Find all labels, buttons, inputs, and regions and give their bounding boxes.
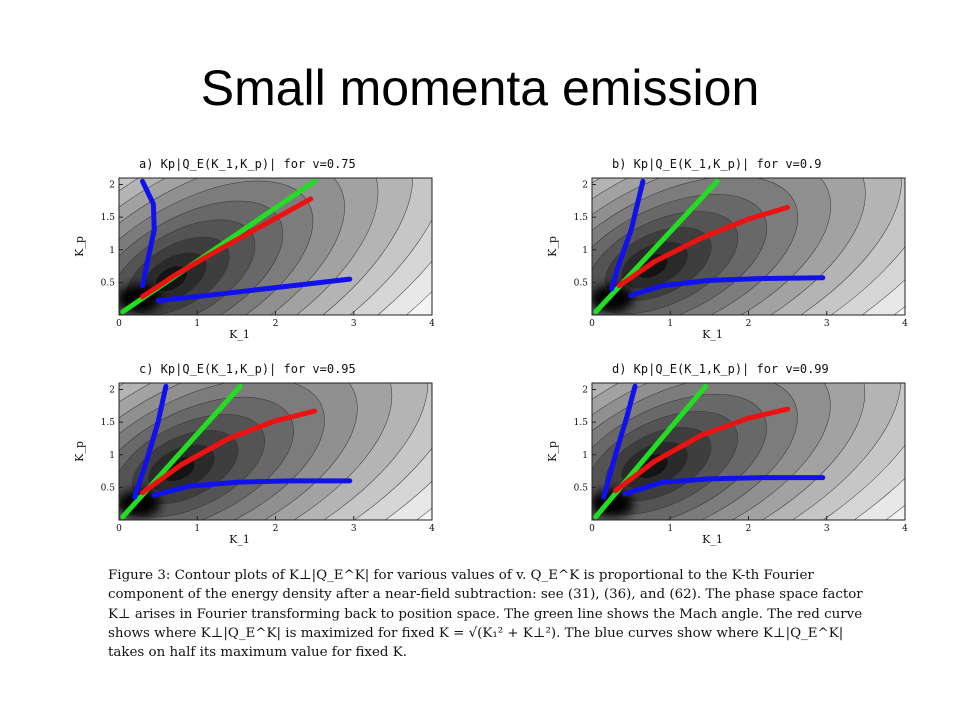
half-maximum-curve xyxy=(151,478,353,498)
x-tick-label: 0 xyxy=(589,524,595,534)
y-tick-label: 0.5 xyxy=(101,278,116,288)
y-tick-label: 1.5 xyxy=(101,213,116,223)
mach-angle-line xyxy=(593,178,720,315)
x-tick-label: 1 xyxy=(194,524,200,534)
y-tick-label: 2 xyxy=(109,181,115,191)
x-tick-label: 2 xyxy=(746,524,752,534)
figure-caption: Figure 3: Contour plots of K⊥|Q_E^K| for… xyxy=(108,566,878,662)
x-tick-label: 1 xyxy=(194,319,200,329)
x-tick-label: 0 xyxy=(116,524,122,534)
caption-text: Contour plots of K⊥|Q_E^K| for various v… xyxy=(108,568,863,661)
y-tick-label: 2 xyxy=(582,181,588,191)
panel-title: d) Kp|Q_E(K_1,K_p)| for v=0.99 xyxy=(612,362,829,376)
y-tick-label: 1.5 xyxy=(574,213,589,223)
y-tick-label: 2 xyxy=(582,386,588,396)
maximum-curve xyxy=(616,204,791,289)
x-tick-label: 0 xyxy=(589,319,595,329)
y-axis-label: K_p xyxy=(546,441,559,462)
x-tick-label: 4 xyxy=(902,319,908,329)
x-tick-label: 2 xyxy=(273,319,279,329)
y-tick-label: 1.5 xyxy=(574,418,589,428)
maximum-curve xyxy=(140,408,318,496)
contour-figure: 0 1 2 3 4 0.5 1 1.5 2 K_1 K_p a) Kp|Q_E(K_1,K_p)| f… xyxy=(73,157,908,546)
y-tick-label: 1 xyxy=(582,246,588,256)
y-tick-label: 0.5 xyxy=(574,278,589,288)
mach-angle-line xyxy=(593,383,708,520)
y-axis-label: K_p xyxy=(546,236,559,257)
panel-d: 0 1 2 3 4 0.5 1 1.5 2 K_1 K_p d) Kp|Q_E(K_1,K_p)| f… xyxy=(546,362,908,546)
panel-a: 0 1 2 3 4 0.5 1 1.5 2 K_1 K_p a) Kp|Q_E(K_1,K_p)| f… xyxy=(73,157,435,341)
x-tick-label: 1 xyxy=(667,524,673,534)
x-tick-label: 4 xyxy=(902,524,908,534)
half-maximum-curve xyxy=(601,383,638,500)
y-tick-label: 2 xyxy=(109,386,115,396)
half-maximum-curve xyxy=(609,178,646,292)
half-maximum-curve xyxy=(622,475,826,497)
slide-title: Small momenta emission xyxy=(200,60,760,116)
x-axis-label: K_1 xyxy=(702,328,723,341)
x-axis-label: K_1 xyxy=(229,328,250,341)
x-tick-label: 3 xyxy=(824,319,830,329)
x-tick-label: 1 xyxy=(667,319,673,329)
x-tick-label: 4 xyxy=(429,319,435,329)
y-tick-label: 1 xyxy=(109,451,115,461)
panel-b: 0 1 2 3 4 0.5 1 1.5 2 K_1 K_p b) Kp|Q_E(K_1,K_p)| f… xyxy=(546,157,908,341)
y-tick-label: 0.5 xyxy=(574,483,589,493)
contour-bands xyxy=(592,383,905,520)
maximum-curve xyxy=(140,196,314,300)
x-tick-label: 3 xyxy=(351,319,357,329)
maximum-curve xyxy=(613,406,791,494)
caption-label: Figure 3: xyxy=(108,568,171,583)
panel-title: c) Kp|Q_E(K_1,K_p)| for v=0.95 xyxy=(139,362,356,376)
x-tick-label: 2 xyxy=(273,524,279,534)
x-axis-label: K_1 xyxy=(229,533,250,546)
y-tick-label: 1 xyxy=(109,246,115,256)
x-axis-label: K_1 xyxy=(702,533,723,546)
x-tick-label: 4 xyxy=(429,524,435,534)
y-axis-label: K_p xyxy=(73,236,86,257)
y-tick-label: 0.5 xyxy=(101,483,116,493)
half-maximum-curve xyxy=(140,178,157,289)
y-axis-label: K_p xyxy=(73,441,86,462)
x-tick-label: 3 xyxy=(824,524,830,534)
panel-title: a) Kp|Q_E(K_1,K_p)| for v=0.75 xyxy=(139,157,356,171)
y-tick-label: 1 xyxy=(582,451,588,461)
half-maximum-curve xyxy=(628,275,826,298)
half-maximum-curve xyxy=(132,383,169,500)
x-tick-label: 2 xyxy=(746,319,752,329)
panel-c: 0 1 2 3 4 0.5 1 1.5 2 K_1 K_p c) Kp|Q_E(K_1,K_p)| f… xyxy=(73,362,435,546)
half-maximum-curve xyxy=(155,276,353,304)
y-tick-label: 1.5 xyxy=(101,418,116,428)
x-tick-label: 0 xyxy=(116,319,122,329)
panel-title: b) Kp|Q_E(K_1,K_p)| for v=0.9 xyxy=(612,157,822,171)
x-tick-label: 3 xyxy=(351,524,357,534)
